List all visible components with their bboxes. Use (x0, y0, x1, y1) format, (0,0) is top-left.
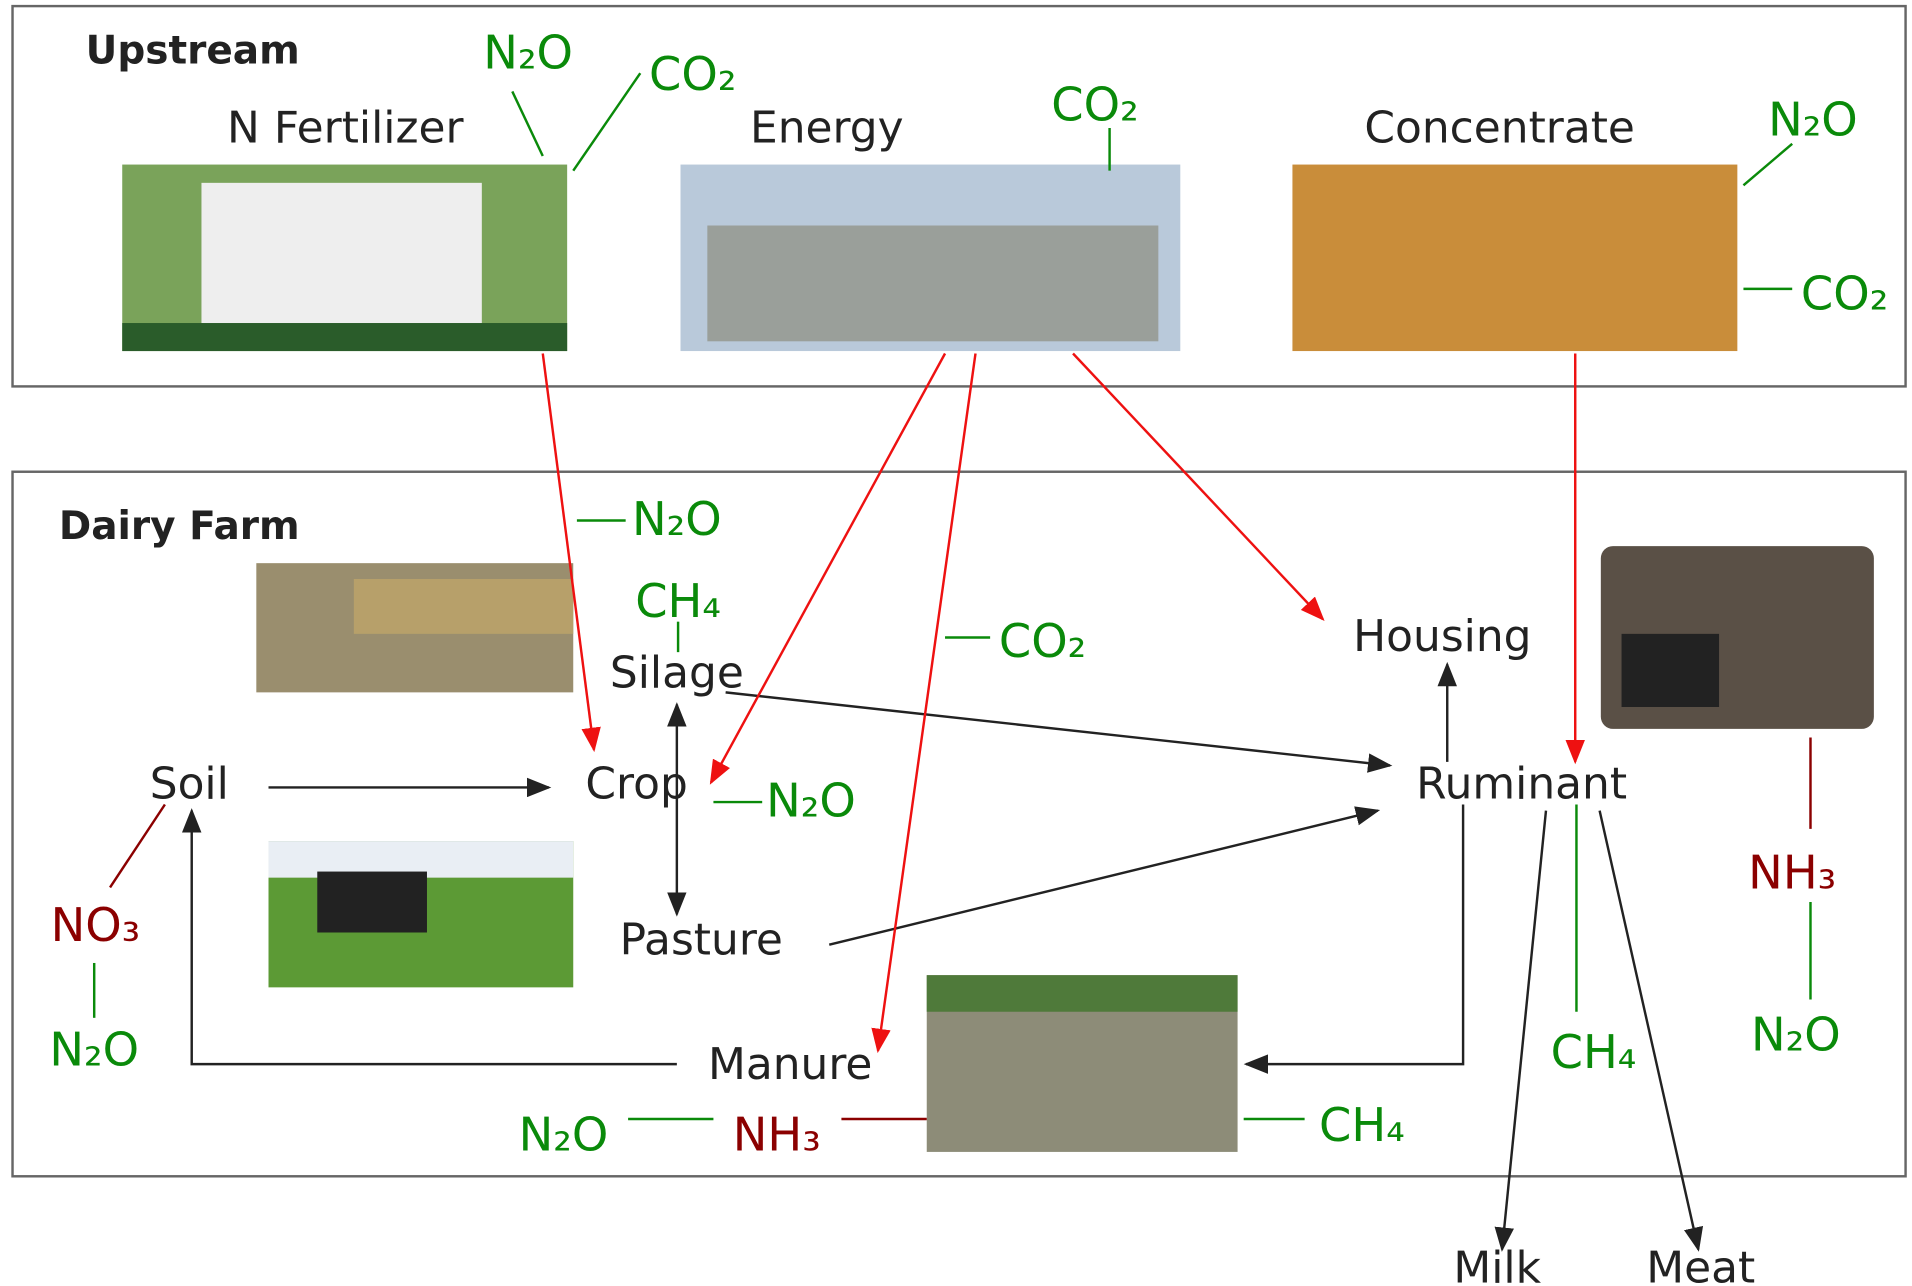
emission-lines (92, 72, 1812, 1121)
node: Manure (708, 1039, 872, 1090)
emission: CH₄ (1551, 1025, 1637, 1079)
flow-arrows (181, 352, 1704, 1252)
emission: CO₂ (1051, 78, 1138, 132)
emission: NH₃ (733, 1108, 821, 1162)
emission: N₂O (1768, 92, 1858, 146)
emission: CH₄ (635, 574, 721, 628)
emission: CO₂ (1801, 267, 1888, 321)
node: Soil (150, 758, 229, 809)
emission: N₂O (766, 774, 856, 828)
node: Housing (1353, 611, 1531, 662)
section-title: Dairy Farm (59, 504, 300, 549)
emission: CO₂ (649, 47, 736, 101)
node: Milk (1453, 1242, 1541, 1286)
node: Crop (585, 758, 687, 809)
upstream-label: Concentrate (1364, 103, 1635, 154)
emission: N₂O (632, 492, 722, 546)
node: Pasture (620, 914, 783, 965)
node: Ruminant (1416, 758, 1627, 809)
section-title: Upstream (86, 28, 300, 73)
node: Meat (1646, 1242, 1755, 1286)
emission: N₂O (519, 1108, 609, 1162)
emission: N₂O (483, 25, 573, 79)
upstream-label: N Fertilizer (227, 103, 464, 154)
node: Silage (610, 647, 744, 698)
upstream-label: Energy (750, 103, 904, 154)
emission: N₂O (1751, 1008, 1841, 1062)
emission: N₂O (49, 1022, 139, 1076)
emission: NO₃ (51, 898, 141, 952)
photo (122, 164, 1874, 1152)
emission: CO₂ (999, 614, 1086, 668)
emission: NH₃ (1748, 846, 1836, 900)
emission: CH₄ (1319, 1098, 1405, 1152)
upstream-box (11, 4, 1907, 388)
